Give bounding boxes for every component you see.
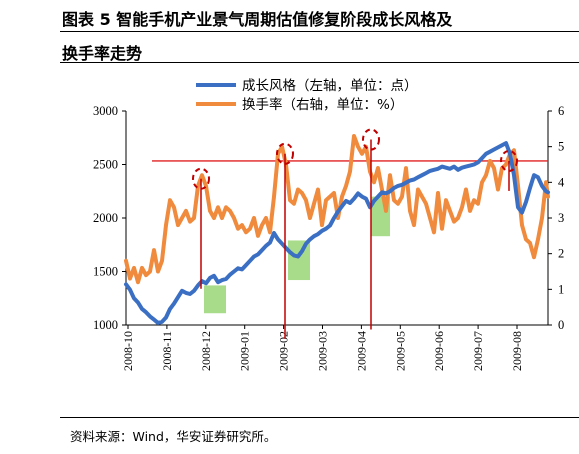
figure-title-line2: 换手率走势 xyxy=(62,44,143,63)
title-divider xyxy=(60,31,579,32)
x-tick-label: 2009-03 xyxy=(316,331,330,371)
left-tick-label: 3000 xyxy=(93,104,118,118)
right-tick-label: 6 xyxy=(558,104,564,118)
right-tick-label: 1 xyxy=(558,282,564,296)
right-tick-label: 4 xyxy=(558,175,565,189)
x-tick-label: 2009-02 xyxy=(277,331,291,371)
source-note: 资料来源：Wind，华安证券研究所。 xyxy=(70,429,277,444)
x-tick-label: 2009-04 xyxy=(354,331,368,371)
left-tick-label: 1000 xyxy=(93,318,118,332)
right-tick-label: 3 xyxy=(558,211,564,225)
shaded-region-1 xyxy=(204,285,226,314)
left-tick-label: 2500 xyxy=(93,158,118,172)
x-tick-label: 2009-07 xyxy=(471,331,485,371)
x-tick-label: 2008-12 xyxy=(199,331,213,371)
left-tick-label: 1500 xyxy=(93,265,118,279)
right-tick-label: 0 xyxy=(558,318,564,332)
peak-circle-1 xyxy=(192,167,210,190)
title-underline xyxy=(60,62,579,63)
x-tick-label: 2009-05 xyxy=(393,331,407,371)
x-tick-label: 2009-08 xyxy=(510,331,524,371)
x-tick-label: 2009-01 xyxy=(238,331,252,371)
turnover-series-line xyxy=(124,134,550,285)
growth-series-line xyxy=(124,141,550,325)
right-tick-label: 5 xyxy=(558,140,564,154)
left-tick-label: 2000 xyxy=(93,211,118,225)
figure-title-line1: 图表 5 智能手机产业景气周期估值修复阶段成长风格及 xyxy=(62,10,453,29)
legend-label-turnover: 换手率（右轴，单位：%） xyxy=(242,96,403,113)
right-tick-label: 2 xyxy=(558,247,564,261)
peak-circle-3 xyxy=(362,128,380,151)
x-tick-label: 2008-10 xyxy=(121,331,135,371)
peak-circle-2 xyxy=(276,142,294,165)
source-divider xyxy=(60,417,579,418)
peak-circle-4 xyxy=(500,149,518,172)
legend-label-growth: 成长风格（左轴，单位：点） xyxy=(242,78,418,94)
x-tick-label: 2009-06 xyxy=(432,331,446,371)
x-tick-label: 2008-11 xyxy=(160,331,174,371)
